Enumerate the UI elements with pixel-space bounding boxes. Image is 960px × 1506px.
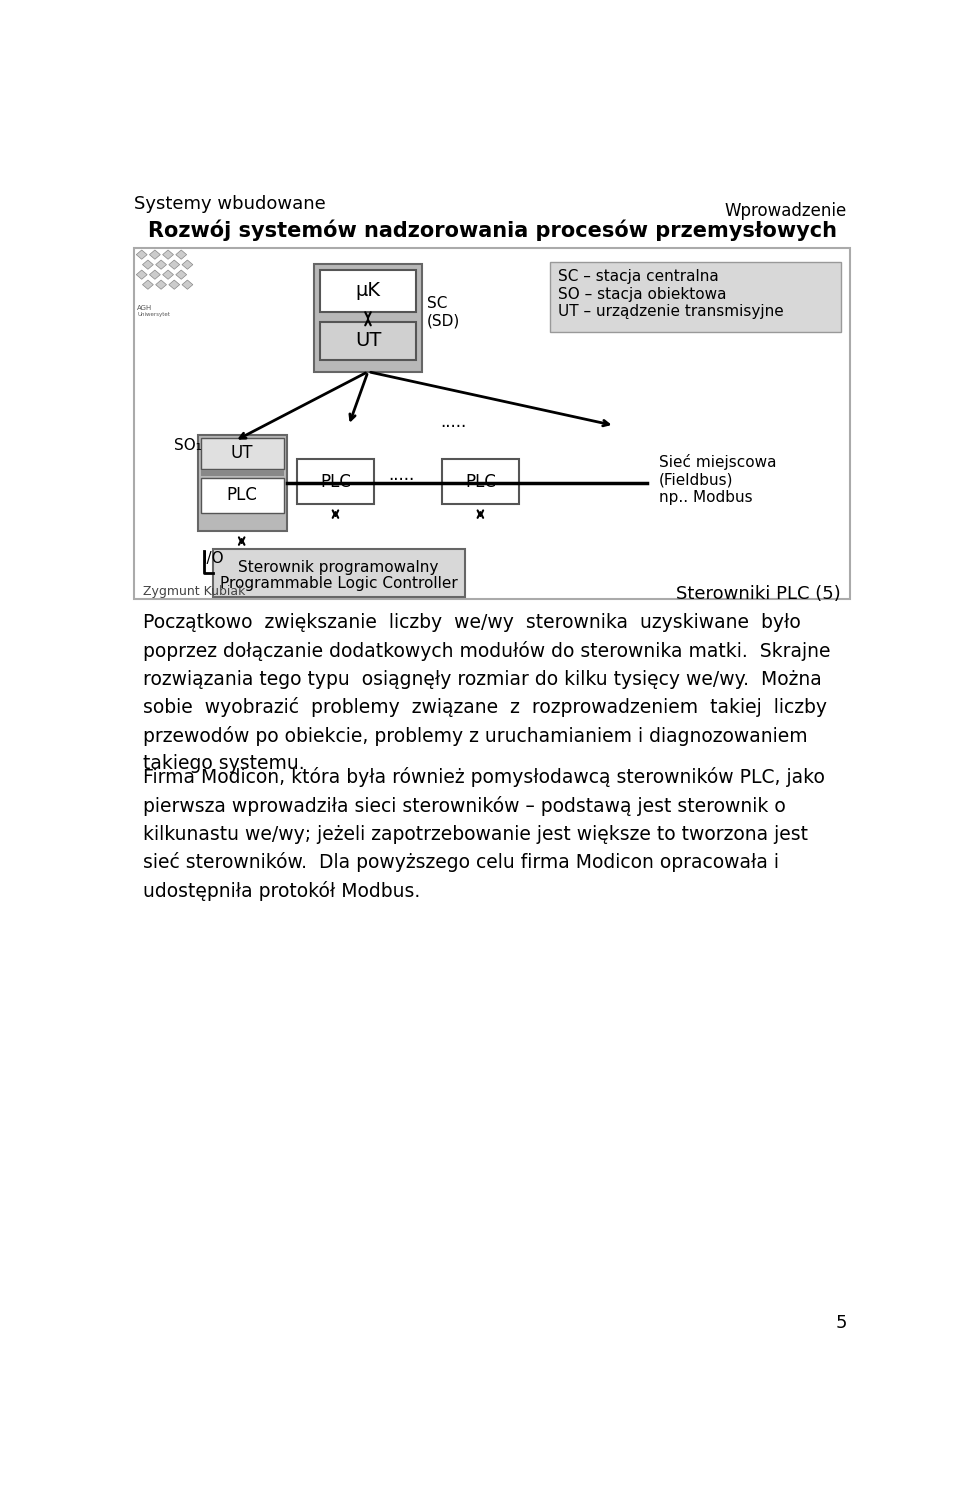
Text: Początkowo  zwiększanie  liczby  we/wy  sterownika  uzyskiwane  było
poprzez doł: Początkowo zwiększanie liczby we/wy ster…: [143, 613, 830, 774]
Text: UT: UT: [230, 444, 252, 462]
FancyBboxPatch shape: [320, 270, 416, 312]
Polygon shape: [142, 280, 154, 289]
Text: .....: .....: [388, 465, 415, 483]
Text: SC
(SD): SC (SD): [427, 297, 460, 328]
Polygon shape: [150, 250, 160, 259]
Text: Systemy wbudowane: Systemy wbudowane: [134, 194, 325, 212]
Text: 5: 5: [835, 1315, 847, 1333]
FancyBboxPatch shape: [550, 262, 841, 333]
Text: Firma Modicon, która była również pomysłodawcą sterowników PLC, jako
pierwsza wp: Firma Modicon, która była również pomysł…: [143, 768, 826, 901]
FancyBboxPatch shape: [198, 435, 287, 532]
FancyBboxPatch shape: [134, 248, 850, 599]
Text: PLC: PLC: [227, 486, 257, 505]
Polygon shape: [136, 250, 147, 259]
Text: PLC: PLC: [320, 473, 351, 491]
FancyBboxPatch shape: [297, 459, 374, 505]
FancyBboxPatch shape: [201, 477, 283, 512]
Polygon shape: [136, 270, 147, 279]
Text: SO₁: SO₁: [175, 438, 203, 453]
Text: Wprowadzenie: Wprowadzenie: [725, 202, 847, 220]
Polygon shape: [150, 270, 160, 279]
Text: AGH: AGH: [137, 306, 153, 312]
Text: Programmable Logic Controller: Programmable Logic Controller: [220, 575, 457, 590]
Polygon shape: [142, 261, 154, 270]
Polygon shape: [176, 250, 186, 259]
Polygon shape: [182, 261, 193, 270]
Text: Sterowniki PLC (5): Sterowniki PLC (5): [676, 584, 841, 602]
Polygon shape: [169, 280, 180, 289]
FancyBboxPatch shape: [314, 264, 422, 372]
FancyBboxPatch shape: [213, 548, 465, 596]
Polygon shape: [169, 261, 180, 270]
Text: .....: .....: [440, 413, 467, 431]
Polygon shape: [162, 270, 174, 279]
Text: Rozwój systemów nadzorowania procesów przemysłowych: Rozwój systemów nadzorowania procesów pr…: [148, 220, 836, 241]
Polygon shape: [176, 270, 186, 279]
FancyBboxPatch shape: [442, 459, 519, 505]
Text: μK: μK: [355, 282, 380, 300]
FancyBboxPatch shape: [320, 322, 416, 360]
Text: PLC: PLC: [465, 473, 495, 491]
Polygon shape: [182, 280, 193, 289]
FancyBboxPatch shape: [201, 470, 283, 476]
Polygon shape: [156, 280, 166, 289]
Polygon shape: [156, 261, 166, 270]
Polygon shape: [162, 250, 174, 259]
Text: Zygmunt Kubiak: Zygmunt Kubiak: [143, 584, 246, 598]
Text: I/O: I/O: [203, 551, 224, 566]
Text: Sterownik programowalny: Sterownik programowalny: [238, 560, 439, 575]
Text: Sieć miejscowa
(Fieldbus)
np.. Modbus: Sieć miejscowa (Fieldbus) np.. Modbus: [659, 455, 776, 505]
Text: UT: UT: [355, 331, 381, 351]
Text: SC – stacja centralna
SO – stacja obiektowa
UT – urządzenie transmisyjne: SC – stacja centralna SO – stacja obiekt…: [558, 270, 783, 319]
Text: Uniwersytet: Uniwersytet: [137, 312, 170, 316]
FancyBboxPatch shape: [201, 438, 283, 468]
